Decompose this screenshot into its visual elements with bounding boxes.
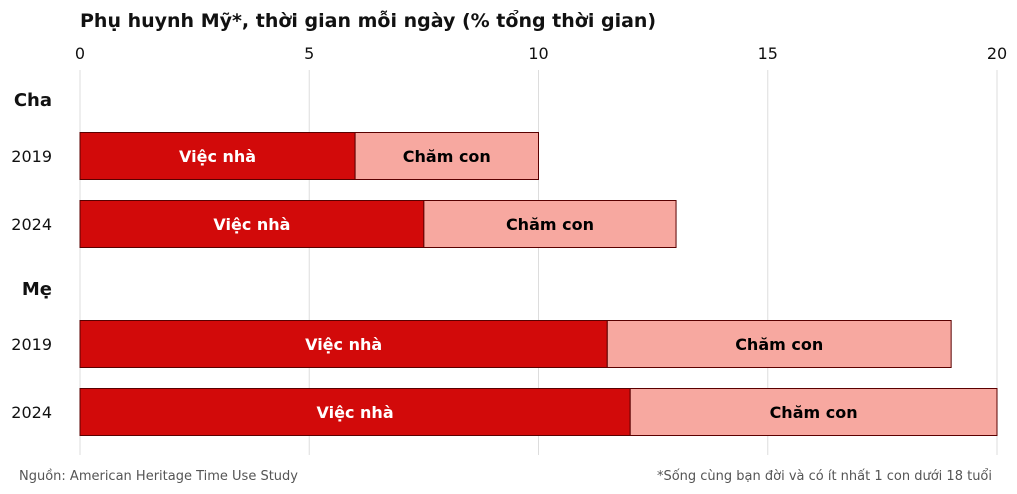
bar-label: Việc nhà — [305, 335, 382, 354]
bar-segment — [79, 388, 631, 436]
bar-label: Chăm con — [770, 403, 858, 422]
bar-segment — [629, 388, 998, 436]
x-tick-label: 15 — [758, 44, 778, 63]
bar-label: Chăm con — [403, 147, 491, 166]
x-tick-label: 20 — [987, 44, 1007, 63]
row-label: 2024 — [11, 403, 52, 422]
bar-label: Việc nhà — [317, 403, 394, 422]
source-note: Nguồn: American Heritage Time Use Study — [19, 469, 298, 484]
bar-label: Chăm con — [735, 335, 823, 354]
bar-segment — [354, 132, 539, 180]
bar-segment — [606, 320, 952, 368]
group-label: Mẹ — [22, 279, 52, 300]
footnote: *Sống cùng bạn đời và có ít nhất 1 con d… — [656, 469, 992, 484]
group-label: Cha — [14, 90, 52, 111]
x-tick-label: 10 — [528, 44, 548, 63]
bar-label: Việc nhà — [213, 215, 290, 234]
row-label: 2019 — [11, 147, 52, 166]
chart-title: Phụ huynh Mỹ*, thời gian mỗi ngày (% tổn… — [80, 10, 657, 32]
bar-segment — [79, 200, 425, 248]
row-label: 2024 — [11, 215, 52, 234]
x-tick-label: 5 — [304, 44, 314, 63]
bar-segment — [423, 200, 677, 248]
bar-segment — [79, 320, 608, 368]
bar-label: Việc nhà — [179, 147, 256, 166]
bar-label: Chăm con — [506, 215, 594, 234]
x-tick-label: 0 — [75, 44, 85, 63]
row-label: 2019 — [11, 335, 52, 354]
